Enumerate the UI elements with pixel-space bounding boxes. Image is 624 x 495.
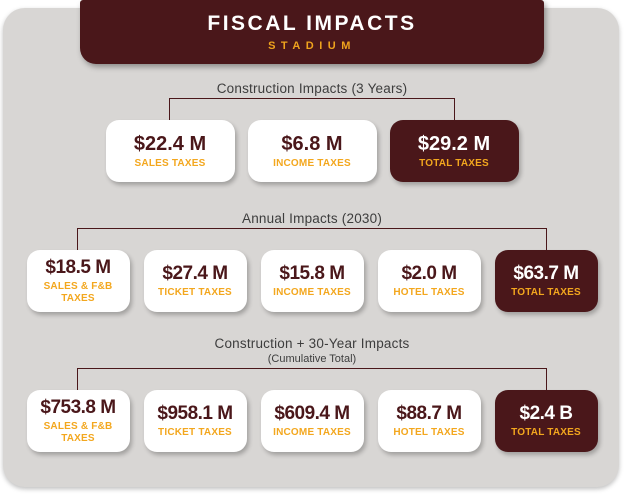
stat-value: $6.8 M: [281, 132, 343, 155]
page-title: FISCAL IMPACTS: [207, 12, 417, 35]
section-title: Construction Impacts (3 Years): [216, 81, 408, 96]
stat-card-ticket-taxes: $27.4 M TICKET TAXES: [143, 250, 247, 312]
bracket-connector: [77, 228, 547, 250]
section-cumulative-impacts: Construction + 30-Year Impacts (Cumulati…: [0, 336, 624, 452]
stat-card-sales-fb-taxes: $753.8 M SALES & F&B TAXES: [26, 390, 130, 452]
stat-card-income-taxes: $15.8 M INCOME TAXES: [260, 250, 364, 312]
section-construction-impacts: Construction Impacts (3 Years) $22.4 M S…: [0, 81, 624, 182]
stat-card-hotel-taxes: $88.7 M HOTEL TAXES: [377, 390, 481, 452]
stat-label: TICKET TAXES: [158, 427, 232, 438]
stat-value: $958.1 M: [157, 403, 233, 424]
bracket-connector: [77, 368, 547, 390]
stat-label: TOTAL TAXES: [511, 427, 581, 438]
section-subtitle: (Cumulative Total): [267, 353, 357, 365]
card-row: $753.8 M SALES & F&B TAXES $958.1 M TICK…: [26, 390, 598, 452]
stat-value: $18.5 M: [45, 257, 111, 278]
stat-value: $29.2 M: [417, 132, 491, 155]
stat-card-sales-taxes: $22.4 M SALES TAXES: [105, 120, 235, 182]
stat-label: SALES & F&B TAXES: [43, 281, 113, 304]
stat-label: SALES TAXES: [134, 157, 206, 169]
stat-card-sales-fb-taxes: $18.5 M SALES & F&B TAXES: [26, 250, 130, 312]
stat-label: TOTAL TAXES: [419, 157, 489, 169]
bracket-connector: [169, 98, 455, 120]
stat-value: $22.4 M: [133, 132, 207, 155]
header-banner: FISCAL IMPACTS STADIUM: [80, 0, 544, 64]
section-title: Construction + 30-Year Impacts: [214, 336, 410, 351]
stat-value: $15.8 M: [279, 263, 345, 284]
stat-label: HOTEL TAXES: [393, 287, 465, 298]
stat-card-income-taxes: $6.8 M INCOME TAXES: [247, 120, 377, 182]
stat-value: $88.7 M: [396, 403, 462, 424]
stat-card-total-taxes: $29.2 M TOTAL TAXES: [389, 120, 519, 182]
stat-value: $63.7 M: [513, 263, 579, 284]
stat-card-total-taxes: $2.4 B TOTAL TAXES: [494, 390, 598, 452]
stat-value: $2.4 B: [519, 403, 573, 424]
stat-label: INCOME TAXES: [273, 287, 351, 298]
stat-card-income-taxes: $609.4 M INCOME TAXES: [260, 390, 364, 452]
stat-label: HOTEL TAXES: [393, 427, 465, 438]
stat-card-hotel-taxes: $2.0 M HOTEL TAXES: [377, 250, 481, 312]
stat-value: $2.0 M: [401, 263, 457, 284]
stat-card-total-taxes: $63.7 M TOTAL TAXES: [494, 250, 598, 312]
stat-label: TICKET TAXES: [158, 287, 232, 298]
section-title: Annual Impacts (2030): [241, 211, 383, 226]
stat-label: INCOME TAXES: [273, 427, 351, 438]
stat-value: $27.4 M: [162, 263, 228, 284]
card-row: $22.4 M SALES TAXES $6.8 M INCOME TAXES …: [105, 120, 519, 182]
stat-value: $753.8 M: [40, 397, 116, 418]
stat-value: $609.4 M: [274, 403, 350, 424]
stat-label: TOTAL TAXES: [511, 287, 581, 298]
stat-label: INCOME TAXES: [273, 157, 351, 169]
card-row: $18.5 M SALES & F&B TAXES $27.4 M TICKET…: [26, 250, 598, 312]
section-annual-impacts: Annual Impacts (2030) $18.5 M SALES & F&…: [0, 211, 624, 312]
page-subtitle: STADIUM: [268, 40, 356, 52]
stat-card-ticket-taxes: $958.1 M TICKET TAXES: [143, 390, 247, 452]
stat-label: SALES & F&B TAXES: [43, 421, 113, 444]
